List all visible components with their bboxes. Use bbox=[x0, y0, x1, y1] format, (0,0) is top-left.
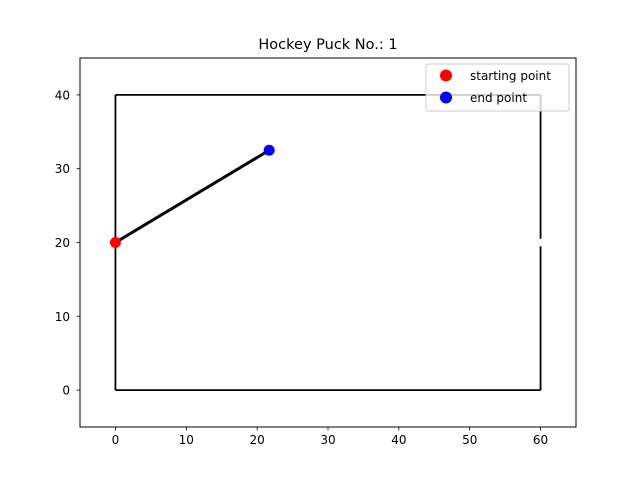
legend-label-end-point: end point bbox=[470, 91, 527, 105]
chart-title: Hockey Puck No.: 1 bbox=[258, 37, 397, 53]
x-axis: 0 10 20 30 40 50 60 bbox=[112, 427, 548, 447]
trajectory-line bbox=[114, 148, 270, 244]
x-tick-label-50: 50 bbox=[462, 433, 477, 447]
legend-label-starting-point: starting point bbox=[470, 69, 551, 83]
plot-area bbox=[79, 57, 577, 428]
y-tick-label-30: 30 bbox=[55, 162, 70, 176]
data-points bbox=[109, 144, 275, 248]
rink-boundary bbox=[114, 94, 542, 392]
x-tick-label-0: 0 bbox=[112, 433, 120, 447]
x-tick-label-40: 40 bbox=[391, 433, 406, 447]
x-tick-label-10: 10 bbox=[179, 433, 194, 447]
legend-marker-end-point bbox=[440, 91, 452, 104]
legend: starting point end point bbox=[425, 63, 570, 112]
x-tick-label-30: 30 bbox=[320, 433, 335, 447]
y-tick-label-20: 20 bbox=[55, 236, 70, 250]
legend-marker-starting-point bbox=[440, 69, 452, 82]
point-end-point bbox=[263, 144, 275, 156]
x-tick-label-60: 60 bbox=[533, 433, 548, 447]
y-tick-label-0: 0 bbox=[62, 384, 70, 398]
y-axis: 0 10 20 30 40 bbox=[55, 88, 80, 398]
legend-box bbox=[425, 63, 570, 112]
point-starting-point bbox=[109, 237, 121, 248]
puck-trajectory bbox=[114, 148, 270, 244]
x-tick-label-20: 20 bbox=[250, 433, 265, 447]
y-tick-label-40: 40 bbox=[55, 88, 70, 102]
y-tick-label-10: 10 bbox=[55, 310, 70, 324]
